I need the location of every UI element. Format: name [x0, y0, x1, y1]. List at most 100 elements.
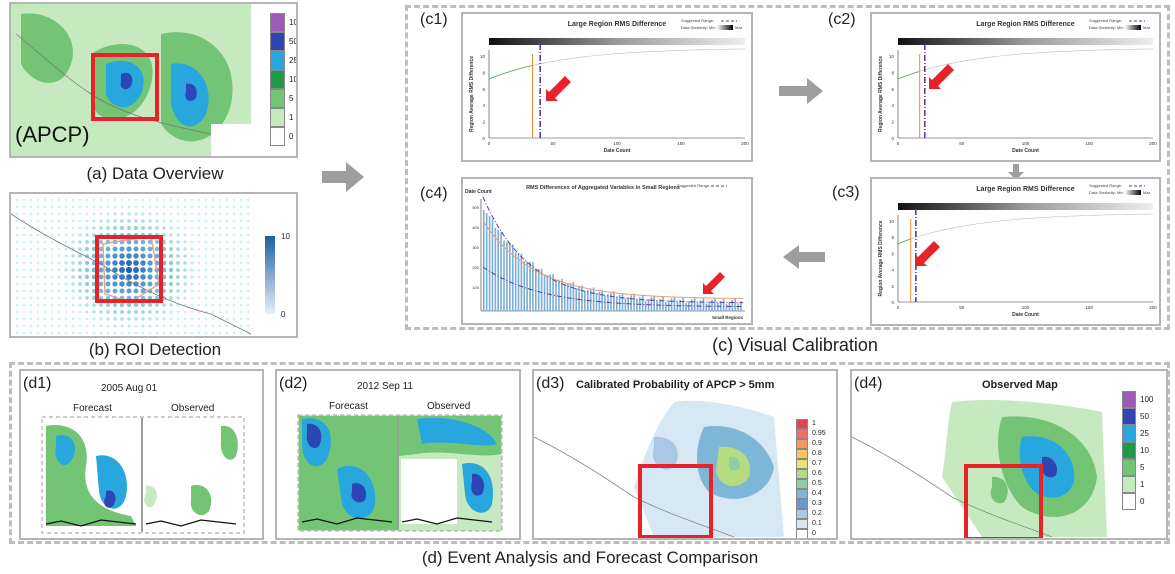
c4-bar — [511, 244, 514, 311]
roi-dot — [57, 247, 61, 251]
c4-y-tick-label: 500 — [472, 205, 479, 210]
roi-dot — [22, 226, 26, 230]
roi-dot — [190, 205, 194, 209]
roi-dot — [190, 233, 194, 237]
roi-dot — [29, 233, 33, 237]
observed-legend-label: 1 — [1140, 479, 1145, 489]
c4-bar — [682, 297, 684, 311]
roi-dot — [225, 198, 229, 202]
roi-dot — [211, 205, 215, 209]
roi-dot — [140, 253, 146, 259]
roi-dot — [225, 240, 229, 244]
roi-dot — [239, 268, 243, 272]
roi-dot — [15, 324, 19, 328]
roi-dot — [190, 296, 194, 300]
c4-bar — [578, 286, 580, 311]
roi-dot — [176, 261, 180, 265]
caption-roi-detection: (b) ROI Detection — [88, 340, 222, 359]
roi-dot — [71, 233, 75, 237]
roi-dot — [190, 219, 194, 223]
roi-dot — [64, 198, 68, 202]
y-tick-label: 4 — [482, 103, 485, 108]
roi-dot — [57, 198, 61, 202]
roi-dot — [71, 317, 75, 321]
c4-bar — [650, 297, 653, 311]
roi-dot — [183, 282, 187, 286]
c4-bar — [636, 299, 638, 311]
roi-dot — [239, 247, 243, 251]
roi-dot — [43, 317, 47, 321]
prob-legend-label: 0.95 — [812, 429, 826, 437]
roi-dot — [183, 296, 187, 300]
roi-dot — [169, 247, 173, 251]
roi-dot — [64, 240, 68, 244]
roi-dot — [190, 247, 194, 251]
roi-dot — [43, 254, 47, 258]
roi-dot — [197, 205, 201, 209]
roi-dot — [78, 219, 82, 223]
roi-dot — [197, 296, 201, 300]
roi-dot — [64, 296, 68, 300]
roi-dot — [36, 219, 40, 223]
roi-dot — [113, 324, 117, 328]
roi-dot — [92, 226, 96, 230]
roi-dot — [162, 233, 166, 237]
roi-dot — [133, 302, 139, 308]
roi-dot — [98, 253, 104, 259]
x-tick-label: 0 — [897, 141, 900, 146]
roi-dot — [197, 219, 201, 223]
c4-y-tick-label: 300 — [472, 245, 479, 250]
roi-dot — [99, 212, 103, 216]
roi-dot — [246, 282, 250, 286]
c4-x-axis-label: Small Regions — [712, 315, 744, 320]
roi-dot — [168, 260, 174, 266]
roi-dot — [183, 254, 187, 258]
roi-dot — [155, 212, 159, 216]
roi-dot — [71, 219, 75, 223]
c4-bar — [662, 297, 664, 311]
c3-suggested-label: Suggested Range: — [1089, 183, 1122, 188]
x-tick-label: 200 — [1149, 141, 1157, 146]
panel-c3: Large Region RMS Difference Suggested Ran… — [870, 177, 1161, 326]
roi-dot — [71, 296, 75, 300]
roi-dot — [36, 317, 40, 321]
roi-dot — [92, 205, 96, 209]
c4-bar — [641, 295, 644, 311]
roi-dot — [92, 331, 96, 335]
roi-dot — [22, 317, 26, 321]
roi-dot — [211, 198, 215, 202]
roi-dot — [225, 261, 229, 265]
roi-dot — [197, 233, 201, 237]
roi-dot — [43, 282, 47, 286]
roi-dot — [22, 303, 26, 307]
roi-dot — [155, 317, 159, 321]
roi-dot — [78, 254, 82, 258]
roi-dot — [85, 219, 89, 223]
roi-dot — [133, 267, 139, 273]
roi-dot — [176, 226, 180, 230]
c4-highlight-arrow-icon — [703, 272, 725, 294]
roi-dot — [127, 324, 131, 328]
c4-bar — [725, 304, 728, 311]
roi-dot — [29, 254, 33, 258]
roi-dot — [246, 268, 250, 272]
roi-dot — [211, 275, 215, 279]
roi-dot — [218, 331, 222, 335]
roi-dot — [71, 289, 75, 293]
c4-bar — [561, 278, 563, 311]
c4-bar — [572, 282, 575, 311]
roi-dot — [169, 331, 173, 335]
roi-dot — [29, 205, 33, 209]
roi-dot — [15, 198, 19, 202]
x-tick-label: 100 — [1022, 305, 1030, 310]
roi-dot — [183, 324, 187, 328]
y-tick-label: 8 — [891, 235, 894, 240]
roi-dot — [57, 226, 61, 230]
roi-dot — [197, 331, 201, 335]
roi-dot — [22, 240, 26, 244]
c4-bar — [483, 210, 485, 311]
prob-legend-label: 0.4 — [812, 489, 822, 497]
caption-data-overview: (a) Data Overview — [86, 164, 224, 183]
roi-dot — [148, 324, 152, 328]
roi-dot — [71, 254, 75, 258]
